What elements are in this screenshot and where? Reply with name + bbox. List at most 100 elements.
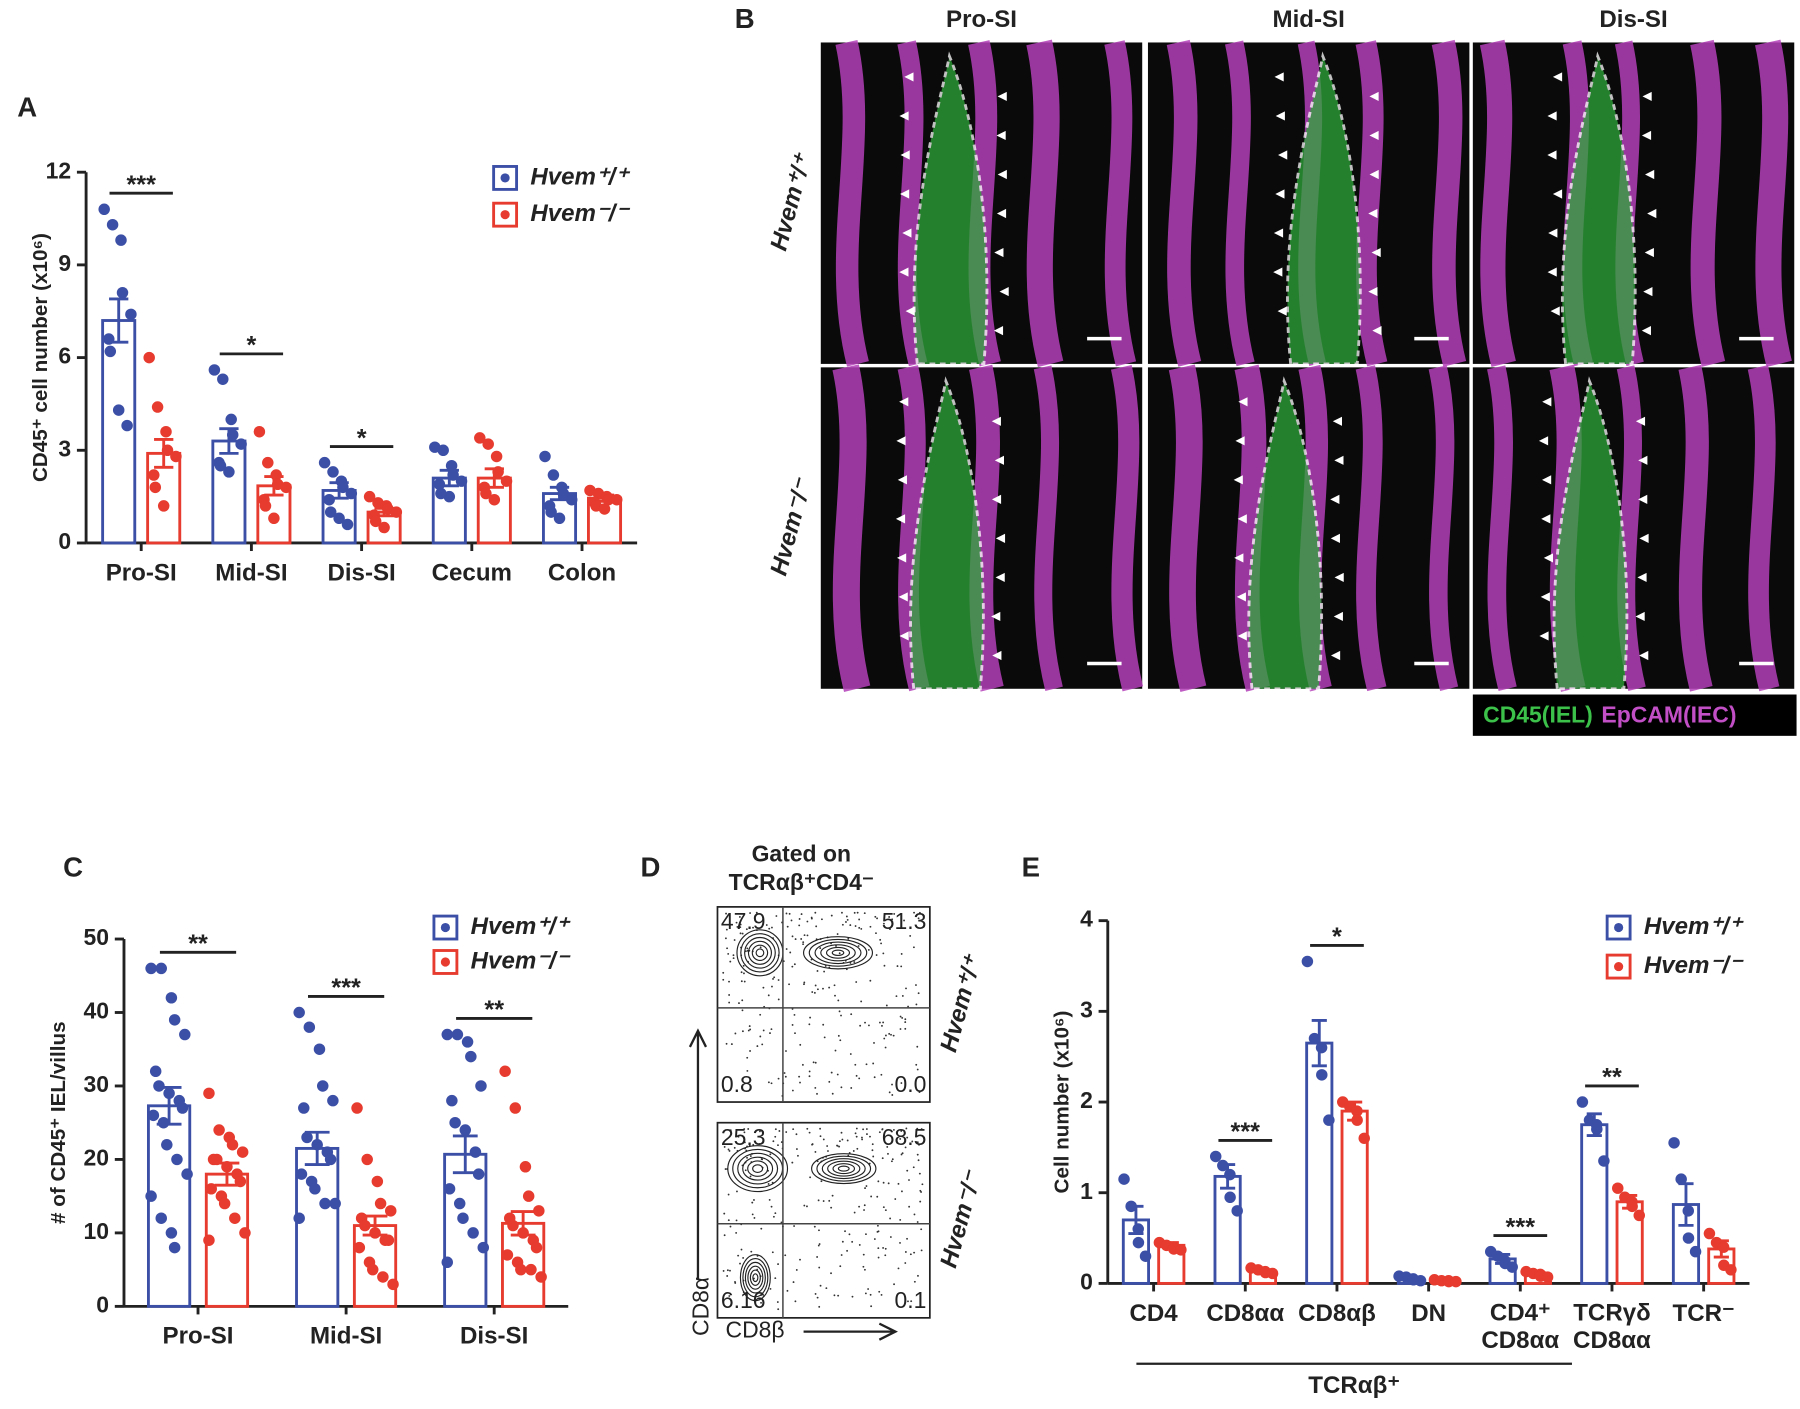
event-dot <box>904 1262 907 1264</box>
arrowhead <box>1547 150 1557 160</box>
epithelium <box>832 364 871 693</box>
event-dot <box>727 1148 730 1151</box>
quadrant-value: 25.3 <box>721 1124 766 1150</box>
event-dot <box>788 912 791 915</box>
event-dot <box>854 1063 857 1066</box>
event-dot <box>882 1206 885 1209</box>
event-dot <box>895 995 898 998</box>
data-point <box>1717 1241 1730 1253</box>
data-point <box>465 1050 477 1063</box>
event-dot <box>901 1190 903 1193</box>
significance-label: *** <box>126 171 156 199</box>
event-dot <box>876 917 878 920</box>
event-dot <box>723 1089 725 1092</box>
event-dot <box>760 1158 763 1160</box>
event-dot <box>819 1135 822 1138</box>
event-dot <box>838 1145 841 1148</box>
data-point <box>475 1080 487 1092</box>
arrowhead <box>994 455 1004 465</box>
event-dot <box>726 1269 729 1272</box>
event-dot <box>885 1004 888 1007</box>
event-dot <box>901 994 904 997</box>
event-dot <box>864 1021 866 1024</box>
flow-title: Gated on <box>752 840 851 866</box>
event-dot <box>856 911 859 914</box>
significance-label: ** <box>188 930 208 958</box>
event-dot <box>913 911 915 914</box>
event-dot <box>891 1094 894 1096</box>
data-point <box>1668 1137 1680 1149</box>
arrowhead <box>1541 475 1552 485</box>
legend-dot <box>1614 922 1624 933</box>
micrograph <box>1147 364 1470 693</box>
contour <box>749 1269 761 1286</box>
event-dot <box>921 1183 924 1186</box>
event-dot <box>743 1128 746 1130</box>
data-point <box>515 1263 527 1276</box>
y-tick-label: 10 <box>84 1218 110 1244</box>
arrowhead <box>1237 514 1247 524</box>
event-dot <box>814 911 817 914</box>
lamina <box>1286 51 1362 366</box>
arrowhead <box>991 494 1002 504</box>
event-dot <box>916 1045 919 1048</box>
epithelium <box>835 40 869 367</box>
data-point <box>387 1278 399 1291</box>
event-dot <box>806 920 809 923</box>
data-point <box>519 1161 532 1173</box>
arrowhead <box>1333 611 1343 622</box>
x-tick-label: TCRγδ CD8αα <box>1573 1300 1651 1355</box>
significance-label: ** <box>484 996 504 1024</box>
data-point <box>1315 1041 1328 1054</box>
data-point <box>145 1190 157 1202</box>
data-point <box>229 1212 241 1224</box>
y-tick-label: 50 <box>84 924 110 950</box>
event-dot <box>749 912 751 914</box>
event-dot <box>830 1071 833 1074</box>
data-point <box>492 466 504 478</box>
arrowhead <box>1552 189 1563 199</box>
data-point <box>239 1227 251 1239</box>
event-dot <box>801 1063 804 1066</box>
event-dot <box>865 1185 868 1187</box>
event-dot <box>762 986 765 989</box>
contour <box>827 1160 861 1177</box>
event-dot <box>869 1135 871 1138</box>
event-dot <box>889 928 891 930</box>
event-dot <box>846 1249 849 1252</box>
contour <box>831 949 845 957</box>
data-point <box>293 1006 305 1019</box>
event-dot <box>837 1294 840 1297</box>
data-point <box>374 1197 387 1210</box>
event-dot <box>768 927 771 930</box>
event-dot <box>733 1146 736 1149</box>
arrowhead <box>1635 416 1646 426</box>
lamina <box>912 51 989 366</box>
arrowhead <box>1644 247 1654 258</box>
event-dot <box>818 1229 820 1232</box>
event-dot <box>899 1137 902 1140</box>
event-dot <box>799 1043 802 1046</box>
event-dot <box>791 1161 794 1164</box>
event-dot <box>816 1092 818 1095</box>
event-dot <box>877 1256 880 1259</box>
y-axis-label: # of CD45⁺ IEL/villus <box>47 1021 70 1224</box>
data-point <box>157 500 170 512</box>
event-dot <box>769 1153 772 1156</box>
event-dot <box>838 952 841 955</box>
arrowhead <box>1541 514 1551 524</box>
event-dot <box>850 1013 853 1016</box>
event-dot <box>820 1180 823 1183</box>
data-point <box>530 1241 543 1254</box>
event-dot <box>749 1155 752 1157</box>
arrowhead <box>1548 228 1558 238</box>
event-dot <box>729 1269 731 1272</box>
event-dot <box>793 1013 796 1016</box>
data-point <box>329 1197 341 1210</box>
event-dot <box>852 1150 855 1152</box>
event-dot <box>863 1209 865 1211</box>
micrograph <box>820 364 1144 693</box>
event-dot <box>752 926 754 929</box>
event-dot <box>838 1010 841 1013</box>
event-dot <box>876 1230 879 1233</box>
